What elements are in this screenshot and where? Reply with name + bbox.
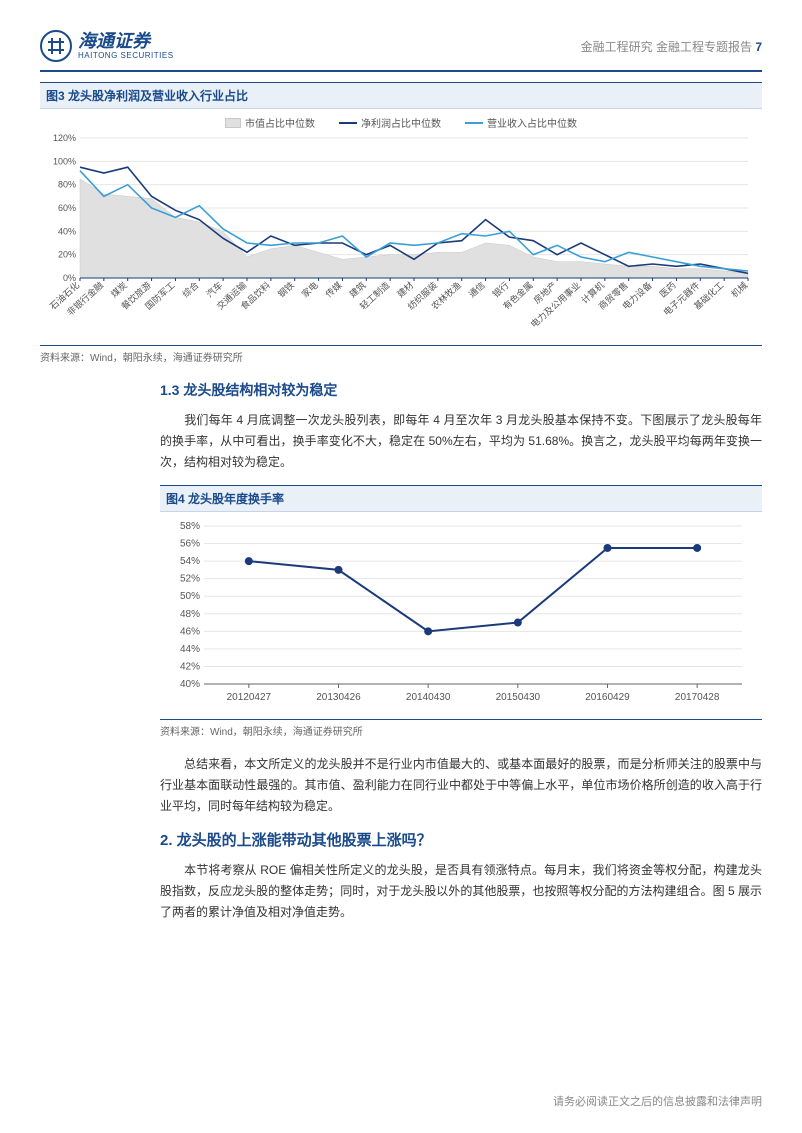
svg-text:20%: 20% [58,250,76,260]
figure-3-legend: 市值占比中位数 净利润占比中位数 营业收入占比中位数 [44,115,758,130]
svg-text:传媒: 传媒 [323,279,344,299]
section-1-3-heading: 1.3 龙头股结构相对较为稳定 [160,380,762,400]
figure-4-title: 图4 龙头股年度换手率 [160,485,762,512]
svg-text:46%: 46% [180,626,200,637]
svg-text:58%: 58% [180,521,200,532]
svg-text:40%: 40% [58,226,76,236]
svg-text:42%: 42% [180,661,200,672]
section-2-heading: 2. 龙头股的上涨能带动其他股票上涨吗？ [160,829,762,850]
svg-text:80%: 80% [58,180,76,190]
page-header: 海通证券 HAITONG SECURITIES 金融工程研究 金融工程专题报告 … [40,30,762,72]
legend-swatch-area [225,118,241,128]
page-footer-disclaimer: 请务必阅读正文之后的信息披露和法律声明 [553,1093,762,1109]
svg-text:汽车: 汽车 [204,279,225,299]
legend-swatch-line [465,122,483,124]
figure-3-title: 图3 龙头股净利润及营业收入行业占比 [40,82,762,109]
svg-text:家电: 家电 [299,279,320,299]
company-logo-icon [40,30,72,62]
figure-3-source: 资料来源：Wind，朝阳永续，海通证券研究所 [40,345,762,364]
svg-text:煤炭: 煤炭 [108,279,129,299]
svg-text:钢铁: 钢铁 [275,279,296,299]
svg-text:机械: 机械 [729,279,750,299]
figure-4-source: 资料来源：Wind，朝阳永续，海通证券研究所 [160,719,762,738]
svg-text:医药: 医药 [658,280,678,299]
svg-text:100%: 100% [53,156,76,166]
svg-text:建材: 建材 [395,279,416,299]
svg-text:44%: 44% [180,644,200,655]
svg-text:56%: 56% [180,539,200,550]
svg-text:综合: 综合 [180,279,201,299]
svg-text:40%: 40% [180,679,200,690]
legend-item: 市值占比中位数 [225,115,315,130]
svg-text:20160429: 20160429 [585,692,630,703]
svg-text:20140430: 20140430 [406,692,451,703]
logo-block: 海通证券 HAITONG SECURITIES [40,30,174,62]
svg-text:20150430: 20150430 [496,692,541,703]
svg-text:120%: 120% [53,134,76,143]
svg-text:20130426: 20130426 [316,692,361,703]
svg-text:建筑: 建筑 [347,279,368,299]
svg-text:54%: 54% [180,556,200,567]
figure-3: 图3 龙头股净利润及营业收入行业占比 市值占比中位数 净利润占比中位数 营业收入… [40,82,762,339]
figure-4-chart: 40% 42% 44% 46% 48% 50% 52% 54% 56% 58% 20120427 20… [164,518,758,711]
legend-item: 净利润占比中位数 [339,115,441,130]
svg-text:50%: 50% [180,591,200,602]
svg-text:银行: 银行 [490,279,511,299]
figure-4: 图4 龙头股年度换手率 40% 42% 44% 46% 48% 50% 52% 54% 56% 5… [160,485,762,713]
svg-text:52%: 52% [180,574,200,585]
svg-text:60%: 60% [58,203,76,213]
figure-3-chart: 0%20%40%60%80%100%120%石油石化非银行金融煤炭餐饮旅游国防军… [44,134,758,337]
svg-text:20120427: 20120427 [227,692,272,703]
svg-text:通信: 通信 [466,279,487,299]
legend-item: 营业收入占比中位数 [465,115,577,130]
svg-text:20170428: 20170428 [675,692,720,703]
section-2-para: 本节将考察从 ROE 偏相关性所定义的龙头股，是否具有领涨特点。每月末，我们将资… [160,860,762,923]
summary-para: 总结来看，本文所定义的龙头股并不是行业内市值最大的、或基本面最好的股票，而是分析… [160,754,762,817]
logo-text-en: HAITONG SECURITIES [78,52,174,61]
section-1-3-para: 我们每年 4 月底调整一次龙头股列表，即每年 4 月至次年 3 月龙头股基本保持… [160,410,762,473]
logo-text-cn: 海通证券 [78,32,174,52]
legend-swatch-line [339,122,357,124]
header-right-text: 金融工程研究 金融工程专题报告 7 [581,38,762,55]
svg-text:48%: 48% [180,609,200,620]
page-number: 7 [755,40,762,54]
